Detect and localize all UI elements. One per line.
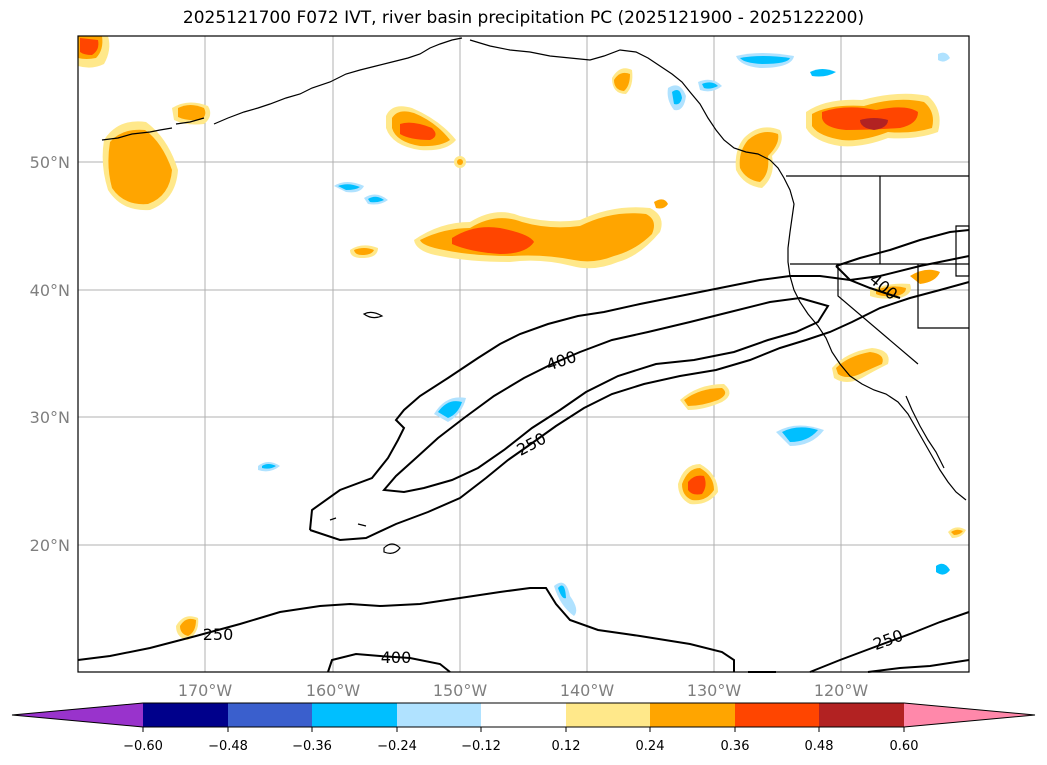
contour-label: 400 bbox=[381, 648, 412, 667]
precip-blob bbox=[951, 529, 963, 535]
precip-blob bbox=[354, 248, 374, 255]
precip-blob-negative bbox=[368, 196, 384, 203]
colorbar-tick-label: −0.48 bbox=[208, 739, 248, 754]
colorbar-segment bbox=[397, 703, 481, 727]
lat-label: 50°N bbox=[30, 153, 70, 172]
ivt-250-contour-southeast bbox=[867, 659, 970, 673]
precip-blob-negative bbox=[438, 401, 462, 418]
colorbar-tick-label: −0.36 bbox=[292, 739, 332, 754]
ivt-250-contour-lower bbox=[309, 281, 970, 542]
state-border bbox=[917, 264, 969, 329]
hawaii bbox=[357, 523, 367, 527]
colorbar-segment bbox=[481, 703, 566, 727]
island bbox=[362, 311, 384, 319]
colorbar-left-extension bbox=[12, 703, 143, 727]
lon-label: 120°W bbox=[814, 681, 869, 700]
map-frame bbox=[77, 35, 970, 673]
precip-blob bbox=[108, 129, 172, 205]
hawaii bbox=[329, 517, 337, 521]
colorbar-segment bbox=[650, 703, 735, 727]
precip-blob bbox=[178, 105, 206, 121]
precip-blob bbox=[739, 132, 779, 182]
precip-blob-negative bbox=[740, 56, 790, 64]
colorbar-segment bbox=[143, 703, 228, 727]
contour-label: 250 bbox=[203, 625, 234, 644]
precip-anomaly-fills bbox=[78, 36, 966, 640]
state-border bbox=[837, 264, 919, 365]
baja-peninsula bbox=[905, 395, 945, 469]
colorbar-segment bbox=[819, 703, 904, 727]
colorbar-segment bbox=[566, 703, 650, 727]
precip-blob-negative bbox=[782, 427, 818, 442]
precip-blob bbox=[688, 475, 706, 495]
precip-blob bbox=[836, 352, 883, 377]
colorbar-tick-label: −0.60 bbox=[123, 739, 163, 754]
precip-blob bbox=[614, 72, 630, 91]
colorbar-right-extension bbox=[904, 703, 1035, 727]
ivt-contours bbox=[77, 229, 970, 673]
aleutian-islands bbox=[175, 117, 205, 125]
graticule bbox=[78, 36, 969, 672]
ivt-400-contour-land bbox=[835, 265, 901, 299]
colorbar-tick-label: −0.24 bbox=[377, 739, 417, 754]
precip-blob-negative bbox=[338, 184, 360, 190]
colorbar-tick-label: 0.12 bbox=[552, 739, 581, 754]
west-coast bbox=[769, 159, 967, 501]
precip-blob bbox=[860, 118, 888, 130]
colorbar-tick-label: 0.48 bbox=[805, 739, 834, 754]
precip-blob-negative bbox=[558, 585, 566, 599]
ivt-400-contour-offshore bbox=[381, 296, 830, 494]
precip-blob bbox=[876, 286, 906, 297]
ivt-250-contour-upper bbox=[309, 255, 970, 531]
precip-blob bbox=[684, 388, 726, 406]
ivt-400-contour-land bbox=[835, 229, 970, 267]
colorbar-tick-label: −0.12 bbox=[461, 739, 501, 754]
lon-label: 160°W bbox=[306, 681, 361, 700]
lon-label: 150°W bbox=[433, 681, 488, 700]
chart-title: 2025121700 F072 IVT, river basin precipi… bbox=[182, 8, 865, 28]
alaska-panhandle-coast bbox=[469, 39, 771, 161]
colorbar-tick-label: 0.60 bbox=[890, 739, 919, 754]
precip-blob-negative bbox=[672, 90, 682, 105]
colorbar: −0.60 −0.48 −0.36 −0.24 −0.12 0.12 0.24 … bbox=[11, 702, 1036, 754]
ivt-250-contour-south bbox=[77, 587, 735, 672]
precip-blob bbox=[80, 38, 99, 55]
precip-blob bbox=[452, 227, 534, 254]
precip-blob-negative bbox=[702, 82, 718, 89]
lon-label: 140°W bbox=[560, 681, 615, 700]
alaska-coast bbox=[213, 37, 463, 125]
precip-blob bbox=[654, 199, 668, 209]
colorbar-segment bbox=[312, 703, 397, 727]
colorbar-segment bbox=[228, 703, 312, 727]
ivt-250-contour-southeast bbox=[809, 611, 970, 673]
coastlines bbox=[101, 37, 970, 554]
precip-blob bbox=[400, 122, 436, 140]
precip-blob bbox=[180, 618, 196, 636]
lon-label: 170°W bbox=[178, 681, 233, 700]
colorbar-segment bbox=[735, 703, 819, 727]
precip-blob-negative bbox=[936, 563, 950, 575]
lat-label: 40°N bbox=[30, 281, 70, 300]
precip-blob bbox=[457, 159, 463, 165]
precip-blob-negative bbox=[810, 69, 836, 77]
colorbar-tick-label: 0.24 bbox=[636, 739, 665, 754]
precip-blob-negative bbox=[262, 464, 276, 469]
ivt-400-contour-south bbox=[327, 652, 451, 673]
colorbar-ticks bbox=[142, 727, 905, 732]
hawaii bbox=[383, 543, 401, 554]
map-area bbox=[78, 36, 969, 672]
aleutian-islands bbox=[101, 127, 173, 141]
precip-blob-negative bbox=[938, 52, 950, 62]
colorbar-tick-label: 0.36 bbox=[721, 739, 750, 754]
lat-label: 30°N bbox=[30, 408, 70, 427]
lat-label: 20°N bbox=[30, 536, 70, 555]
lon-label: 130°W bbox=[687, 681, 742, 700]
